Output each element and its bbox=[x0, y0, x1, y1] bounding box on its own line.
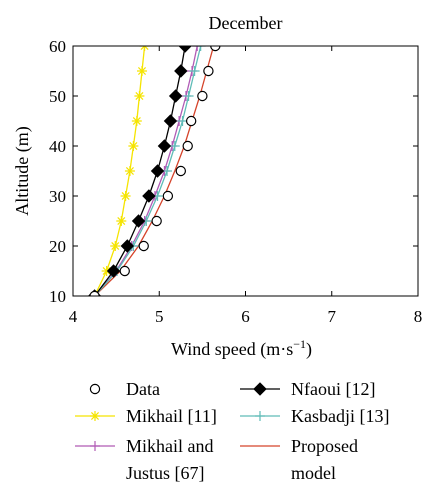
legend-mikhail-and-justus-67: Mikhail and Justus [67] bbox=[75, 436, 214, 483]
series-data-point bbox=[197, 90, 208, 102]
legend-mikhail-and-justus-67-label: Justus [67] bbox=[126, 463, 205, 483]
series-mikhail-11-point bbox=[137, 66, 147, 76]
series-kasbadji-13-point bbox=[169, 141, 180, 151]
series-data-point bbox=[162, 190, 174, 202]
series-mikhail-11-point bbox=[134, 91, 145, 101]
y-axis-label: Altitude (m) bbox=[12, 126, 33, 215]
series-mikhail-11-line bbox=[94, 46, 146, 296]
legend-kasbadji-13: Kasbadji [13] bbox=[240, 406, 389, 426]
series-mikhail-11-point bbox=[128, 141, 139, 151]
x-tick-label: 7 bbox=[328, 307, 337, 326]
legend-mikhail-and-justus-67-label: Mikhail and bbox=[126, 436, 214, 456]
series-data-point bbox=[185, 115, 197, 127]
legend-kasbadji-13-label: Kasbadji [13] bbox=[291, 406, 389, 426]
series-kasbadji-13-point bbox=[189, 66, 200, 76]
series-nfaoui-12-point bbox=[168, 89, 183, 103]
series-mikhail-11 bbox=[89, 46, 150, 296]
series-kasbadji-13-point bbox=[183, 91, 194, 101]
y-tick-label: 10 bbox=[49, 287, 66, 306]
legend-mikhail-11-label: Mikhail [11] bbox=[126, 406, 217, 426]
legend-data-label: Data bbox=[126, 379, 160, 399]
series-data-point bbox=[151, 215, 162, 227]
series-nfaoui-12 bbox=[87, 46, 192, 296]
series-nfaoui-12-point bbox=[131, 214, 146, 228]
series-nfaoui-12-point bbox=[106, 264, 121, 278]
series-nfaoui-12-point bbox=[178, 46, 192, 53]
series-data-point bbox=[203, 65, 214, 77]
series-nfaoui-12-point bbox=[163, 114, 178, 128]
legend-data-marker bbox=[89, 383, 101, 395]
series-mikhail-11-point bbox=[101, 266, 112, 276]
series-mikhail-11-point bbox=[116, 216, 127, 226]
series-mikhail-11-point bbox=[131, 116, 142, 126]
series-data bbox=[89, 46, 221, 296]
series-data-point bbox=[119, 265, 130, 277]
legend-data: Data bbox=[89, 379, 160, 399]
legend-nfaoui-12-label: Nfaoui [12] bbox=[291, 379, 375, 399]
series-nfaoui-12-point bbox=[174, 64, 188, 78]
series-data-point bbox=[175, 165, 187, 177]
legend-proposed-model-label: model bbox=[291, 463, 336, 483]
chart-title: December bbox=[209, 13, 283, 33]
x-tick-label: 6 bbox=[241, 307, 250, 326]
y-tick-label: 50 bbox=[49, 87, 66, 106]
x-tick-label: 4 bbox=[69, 307, 78, 326]
series-nfaoui-12-point bbox=[157, 139, 172, 153]
series-data-point bbox=[138, 240, 149, 252]
legend-proposed-model: Proposed model bbox=[240, 436, 358, 483]
series-nfaoui-12-point bbox=[120, 239, 135, 253]
legend-nfaoui-12: Nfaoui [12] bbox=[240, 379, 375, 399]
y-tick-label: 40 bbox=[49, 137, 66, 156]
series-kasbadji-13-point bbox=[195, 46, 206, 51]
legend-mikhail-11-marker bbox=[90, 411, 100, 421]
y-tick-label: 60 bbox=[49, 37, 66, 56]
y-tick-label: 30 bbox=[49, 187, 66, 206]
y-tick-label: 20 bbox=[49, 237, 66, 256]
x-tick-label: 5 bbox=[155, 307, 164, 326]
legend-kasbadji-13-marker bbox=[255, 411, 265, 421]
legend-nfaoui-12-marker bbox=[253, 382, 267, 396]
series-mikhail-11-point bbox=[120, 191, 131, 201]
series-data-point bbox=[182, 140, 193, 152]
legend-mikhail-and-justus-67-marker bbox=[90, 441, 100, 451]
x-tick-label: 8 bbox=[414, 307, 423, 326]
series-proposed-model bbox=[94, 46, 215, 296]
series-kasbadji-13-point bbox=[177, 116, 188, 126]
series-mikhail-11-point bbox=[124, 166, 135, 176]
series-nfaoui-12-point bbox=[150, 164, 165, 178]
series-mikhail-and-justus-67-point bbox=[192, 46, 203, 51]
x-axis-label: Wind speed (m·s−1) bbox=[171, 337, 312, 360]
plot-area bbox=[87, 46, 221, 296]
series-proposed-model-line bbox=[94, 46, 215, 296]
series-mikhail-11-point bbox=[110, 241, 121, 251]
legend-proposed-model-label: Proposed bbox=[291, 436, 358, 456]
series-kasbadji-13 bbox=[89, 46, 206, 296]
legend-mikhail-11: Mikhail [11] bbox=[75, 406, 217, 426]
series-nfaoui-12-point bbox=[142, 189, 156, 203]
